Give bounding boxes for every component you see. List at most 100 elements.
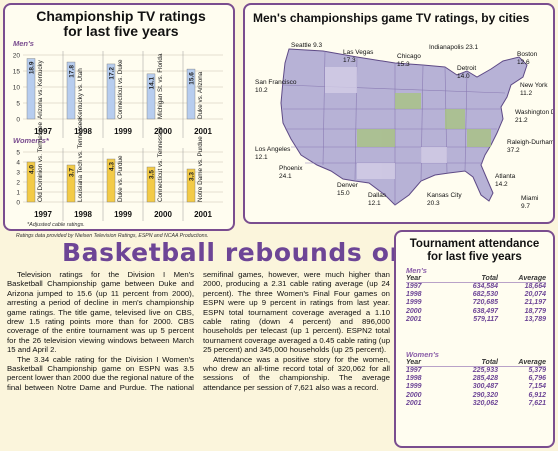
- map-panel: Men's championships game TV ratings, by …: [243, 3, 555, 224]
- table-row: 1998 682,530 20,074: [406, 291, 546, 299]
- womens-tick-label: 1: [16, 189, 20, 196]
- header-total: Total: [481, 275, 498, 282]
- city-label-new-york: New York 11.2: [520, 82, 548, 97]
- article-body: Television ratings for the Division I Me…: [7, 270, 390, 450]
- womens-attendance-label: Women's: [406, 350, 439, 359]
- attendance-title: Tournament attendance for last five year…: [396, 238, 553, 263]
- mens-year-label: 1997: [34, 127, 52, 136]
- mens-data-label: 17.2: [108, 67, 115, 80]
- mens-tick-label: 0: [16, 116, 20, 123]
- womens-tick-label: 0: [16, 199, 20, 206]
- mens-tick-label: 10: [13, 84, 21, 91]
- womens-bar: [26, 161, 36, 203]
- mens-tick-label: 15: [13, 68, 21, 75]
- mens-bar: [26, 58, 36, 120]
- table-row: 1997 225,933 5,379: [406, 367, 546, 374]
- rating-regions-light: [325, 67, 447, 179]
- city-label-san-francisco: San Francisco 10.2: [255, 79, 297, 94]
- mens-matchup-label: Duke vs. Arizona: [197, 71, 204, 119]
- city-label-dallas: Dallas 12.1: [368, 192, 387, 207]
- article-paragraph: Television ratings for the Division I Me…: [7, 270, 194, 355]
- city-label-seattle: Seattle 9.3: [291, 42, 323, 49]
- attendance-title-line2: for last five years: [427, 250, 522, 263]
- us-map: [280, 48, 528, 206]
- header-average: Average: [518, 359, 546, 366]
- table-row: 1998 285,428 6,796: [406, 375, 546, 383]
- womens-year-label: 1998: [74, 210, 92, 219]
- mens-year-label: 1998: [74, 127, 92, 136]
- city-label-boston: Boston 12.6: [517, 51, 538, 66]
- womens-matchup-label: Notre Dame vs. Purdue: [197, 136, 204, 202]
- city-label-raleigh-durham: Raleigh-Durham 37.2: [507, 139, 555, 154]
- mens-tick-label: 5: [16, 100, 20, 107]
- rating-regions: [357, 93, 491, 147]
- mens-bar: [186, 68, 196, 120]
- womens-data-label: 4.3: [108, 162, 115, 171]
- mens-matchup-label: Kentucky vs. Utah: [77, 68, 84, 119]
- table-row: 2001 579,117 13,789: [406, 315, 546, 323]
- womens-year-label: 1999: [114, 210, 132, 219]
- womens-bar: [186, 168, 196, 203]
- table-row: 1997 634,584 18,664: [406, 283, 546, 290]
- city-label-kansas-city: Kansas City 20.3: [427, 192, 462, 207]
- womens-tick-label: 3: [16, 169, 20, 176]
- mens-year-label: 2000: [154, 127, 172, 136]
- city-label-phoenix: Phoenix 24.1: [279, 165, 303, 180]
- womens-tick-label: 2: [16, 179, 20, 186]
- article-paragraph: Attendance was a positive story for the …: [203, 354, 390, 392]
- womens-attendance-header: Year Total Average: [406, 359, 546, 366]
- womens-attendance-section: Women's Year Total Average 1997 225,933 5,…: [406, 350, 546, 408]
- womens-data-label: 3.5: [148, 170, 155, 179]
- city-label-washington-dc: Washington D.C.21.2: [515, 109, 553, 124]
- map-title: Men's championships game TV ratings, by …: [253, 11, 530, 25]
- womens-tick-label: 5: [16, 149, 20, 156]
- chart-title: Championship TV ratings for last five ye…: [5, 9, 237, 39]
- mens-bar: [146, 73, 156, 120]
- mens-matchup-label: Arizona vs. Kentucky: [37, 59, 44, 119]
- chart-footnote: *Adjusted cable ratings.: [27, 222, 85, 228]
- table-row: 1999 720,685 21,197: [406, 299, 546, 307]
- headline: Basketball rebounds on TV: [62, 238, 455, 267]
- mens-attendance-header: Year Total Average: [406, 275, 546, 282]
- divider: [406, 282, 546, 283]
- divider: [406, 366, 546, 367]
- womens-bar: [106, 158, 116, 203]
- womens-tick-label: 4: [16, 159, 20, 166]
- credits-note: Ratings data provided by Nielsen Televis…: [16, 233, 209, 239]
- header-year: Year: [406, 359, 421, 366]
- mens-bar: [66, 61, 76, 120]
- mens-data-label: 15.6: [188, 72, 195, 85]
- mens-data-label: 18.9: [28, 61, 35, 74]
- womens-bar: [146, 166, 156, 203]
- womens-matchup-label: Old Dominion vs. Tennessee: [37, 121, 44, 202]
- womens-matchup-label: Duke vs. Purdue: [117, 155, 124, 202]
- womens-data-label: 4.0: [28, 165, 35, 174]
- mens-year-label: 2001: [194, 127, 212, 136]
- womens-data-label: 3.3: [188, 172, 195, 181]
- womens-series-label: Women's*: [13, 136, 50, 145]
- mens-attendance-label: Men's: [406, 266, 427, 275]
- chart-title-line1: Championship TV ratings: [36, 8, 206, 24]
- table-row: 2001 320,062 7,621: [406, 399, 546, 407]
- womens-year-label: 2001: [194, 210, 212, 219]
- attendance-title-line1: Tournament attendance: [409, 238, 540, 250]
- city-label-detroit: Detroit 14.0: [457, 65, 477, 80]
- mens-matchup-label: Connecticut vs. Duke: [117, 59, 124, 119]
- mens-matchup-label: Michigan St. vs. Florida: [157, 53, 164, 119]
- city-label-indianapolis: Indianapolis 23.1: [429, 44, 479, 51]
- city-label-atlanta: Atlanta 14.2: [495, 173, 516, 188]
- mens-data-label: 17.8: [68, 65, 75, 78]
- mens-attendance-section: Men's Year Total Average 1997 634,584 18,6…: [406, 266, 546, 324]
- attendance-panel: Tournament attendance for last five year…: [394, 230, 555, 448]
- womens-year-label: 1997: [34, 210, 52, 219]
- mens-series-label: Men's: [13, 39, 34, 48]
- table-row: 1999 300,487 7,154: [406, 383, 546, 391]
- chart-title-line2: for last five years: [63, 23, 179, 39]
- header-year: Year: [406, 275, 421, 282]
- championship-chart-panel: Championship TV ratings for last five ye…: [3, 3, 235, 231]
- womens-bar: [66, 164, 76, 203]
- article-paragraph: The 3.34 cable rating for the Division I…: [7, 270, 390, 392]
- mens-year-label: 1999: [114, 127, 132, 136]
- city-label-los-angeles: Los Angeles 12.1: [255, 146, 291, 161]
